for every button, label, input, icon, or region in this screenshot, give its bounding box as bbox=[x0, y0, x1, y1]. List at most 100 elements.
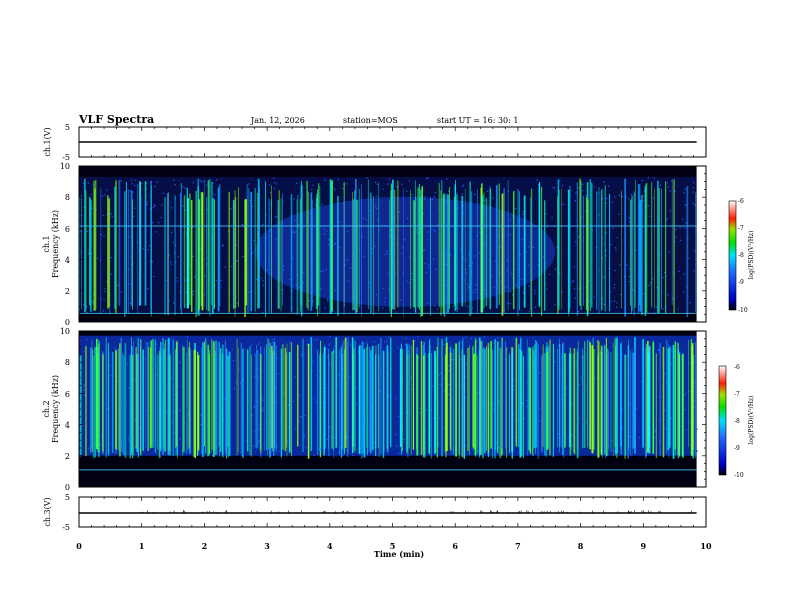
spec1-speck bbox=[91, 300, 93, 302]
spec1-speck bbox=[678, 270, 680, 272]
spec1-speck bbox=[675, 236, 677, 238]
spec1-speck bbox=[603, 276, 605, 279]
spec1-speck bbox=[266, 237, 268, 239]
spec2-speck bbox=[278, 450, 281, 452]
spec1-speck bbox=[605, 255, 607, 257]
spec2-speck bbox=[578, 384, 580, 386]
spec1-speck bbox=[82, 182, 85, 184]
spec1-speck bbox=[506, 238, 508, 240]
spec1-speck bbox=[578, 311, 580, 313]
spec2-speck bbox=[526, 357, 528, 360]
spec1-speck bbox=[135, 185, 138, 188]
spec2-speck bbox=[512, 451, 515, 453]
spec1-speck bbox=[376, 183, 379, 185]
spec2-speck bbox=[143, 358, 145, 361]
spec1-speck bbox=[546, 226, 548, 228]
spec1-speck bbox=[80, 230, 82, 232]
spec1-speck bbox=[534, 306, 537, 308]
spec2-speck bbox=[586, 422, 588, 424]
spec2-speck bbox=[417, 356, 420, 359]
ch1-ytick-bottom: -5 bbox=[62, 153, 70, 162]
spec2-speck bbox=[464, 375, 467, 377]
spec1-speck bbox=[465, 268, 467, 270]
spec1-speck bbox=[160, 216, 163, 219]
spec2-speck bbox=[366, 341, 368, 343]
x-axis-tick-labels: 0 1 2 3 4 5 6 7 8 9 10 bbox=[76, 541, 712, 551]
spec1-speck bbox=[230, 208, 232, 210]
ch2-colorbar-tick-m7: -7 bbox=[734, 391, 740, 398]
spec1-speck bbox=[671, 180, 673, 182]
spec2-speck bbox=[376, 431, 378, 433]
spec1-speck bbox=[522, 292, 524, 294]
station-label: station=MOS bbox=[343, 116, 398, 125]
spec1-speck bbox=[292, 257, 294, 259]
spec2-speck bbox=[109, 365, 111, 367]
spec1-speck bbox=[134, 179, 136, 181]
spec1-speck bbox=[424, 232, 426, 234]
spec1-speck bbox=[685, 204, 687, 206]
spec1-speck bbox=[377, 219, 379, 221]
spec1-speck bbox=[80, 250, 82, 253]
spec2-speck bbox=[138, 351, 140, 353]
spec2-speck bbox=[454, 358, 456, 361]
spec1-speck bbox=[433, 229, 435, 231]
spec1-speck bbox=[527, 246, 530, 248]
spec1-speck bbox=[589, 280, 591, 282]
spec1-speck bbox=[101, 195, 104, 197]
spec1-speck bbox=[320, 271, 322, 273]
spec1-speck bbox=[395, 311, 397, 313]
spec1-speck bbox=[603, 303, 605, 305]
spec1-speck bbox=[292, 200, 294, 203]
spec1-speck bbox=[156, 181, 158, 183]
spec1-speck bbox=[97, 257, 99, 260]
spec2-speck bbox=[101, 435, 103, 437]
spec2-speck bbox=[127, 363, 129, 365]
spec2-speck bbox=[315, 420, 317, 422]
spec1-speck bbox=[684, 204, 686, 206]
spec2-speck bbox=[653, 437, 656, 439]
spec2-speck bbox=[438, 374, 440, 376]
spec1-speck bbox=[308, 300, 310, 302]
x-tick-label: 3 bbox=[264, 541, 270, 551]
spec2-speck bbox=[373, 441, 376, 443]
spec1-speck bbox=[669, 210, 672, 212]
spec1-speck bbox=[628, 281, 630, 283]
spec1-speck bbox=[99, 259, 101, 262]
panel-ch3-voltage: 5 -5 ch.3(V) bbox=[43, 493, 707, 532]
spec2-speck bbox=[83, 351, 85, 353]
spec1-speck bbox=[333, 244, 335, 246]
spec1-speck bbox=[339, 268, 342, 270]
spec2-speck bbox=[211, 454, 214, 457]
spec2-speck bbox=[621, 408, 623, 410]
spec1-speck bbox=[224, 266, 226, 268]
spec2-speck bbox=[334, 437, 336, 439]
spec1-speck bbox=[409, 256, 411, 258]
spec2-speck bbox=[313, 397, 315, 400]
spec1-speck bbox=[287, 226, 289, 228]
spec1-speck bbox=[605, 249, 607, 252]
spec1-speck bbox=[170, 261, 172, 263]
spec2-speck bbox=[557, 344, 560, 347]
spec1-speck bbox=[388, 178, 390, 180]
spec1-speck bbox=[662, 276, 664, 279]
panel-ch1-spectrogram: 0 2 4 6 8 10 ch.1 Frequency (kHz) -6 -7 … bbox=[42, 162, 755, 327]
spec1-speck bbox=[326, 230, 328, 232]
spec2-speck bbox=[404, 344, 407, 346]
spec2-speck bbox=[643, 403, 645, 406]
spec2-speck bbox=[477, 387, 479, 390]
spec1-speck bbox=[656, 287, 658, 289]
spec2-speck bbox=[173, 411, 176, 413]
spec1-speck bbox=[536, 179, 538, 181]
spec2-speck bbox=[611, 432, 613, 434]
spec1-speck bbox=[375, 181, 377, 184]
spec2-speck bbox=[262, 411, 264, 414]
spec1-speck bbox=[545, 213, 547, 215]
spec2-speck bbox=[95, 336, 97, 338]
spec1-speck bbox=[475, 284, 477, 286]
spec2-speck bbox=[669, 447, 671, 449]
spec1-speck bbox=[585, 227, 587, 230]
spec1-speck bbox=[142, 275, 144, 277]
spec2-speck bbox=[333, 351, 336, 353]
spec2-speck bbox=[304, 414, 306, 417]
spec2-speck bbox=[300, 355, 303, 357]
